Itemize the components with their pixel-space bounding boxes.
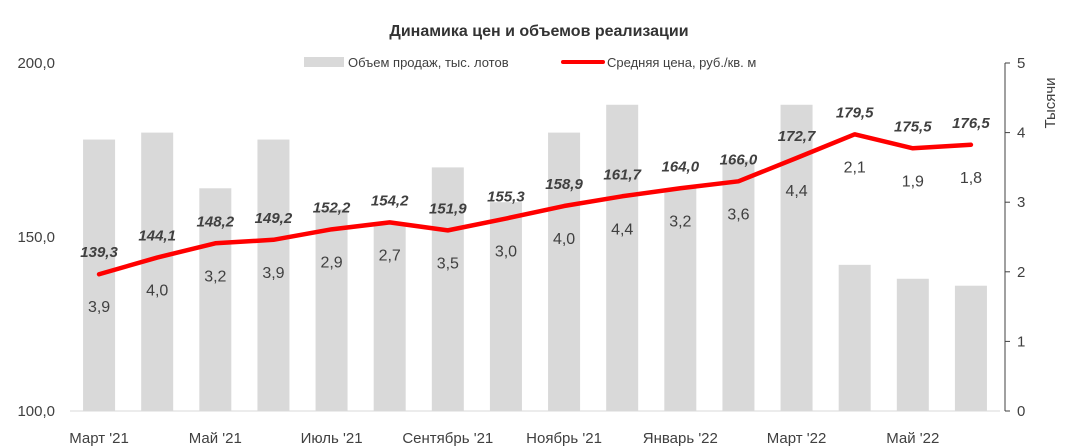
price-label: 154,2 — [371, 192, 409, 209]
price-label: 164,0 — [662, 158, 700, 175]
price-label: 166,0 — [720, 151, 758, 168]
x-tick-label: Март '22 — [767, 430, 827, 447]
x-axis-ticks: Март '21 Май '21 Июль '21 Сентябрь '21 Ноябр… — [69, 430, 939, 447]
volume-bar — [606, 104, 639, 411]
volume-bar — [489, 202, 522, 411]
price-label: 139,3 — [80, 244, 118, 261]
price-label: 144,1 — [138, 228, 176, 245]
price-label: 179,5 — [836, 104, 874, 121]
bar-labels-group: 3,9 4,0 3,2 3,9 2,9 2,7 3,5 3,0 4,0 4,4 3,2 3,6 4,4 2… — [88, 159, 982, 316]
volume-bar — [257, 139, 290, 411]
x-tick-label: Январь '22 — [643, 430, 718, 447]
x-tick-label: Июль '21 — [301, 430, 363, 447]
volume-bar — [548, 132, 581, 411]
volume-bar-label: 2,7 — [379, 247, 401, 264]
volume-bar-label: 3,0 — [495, 244, 517, 261]
volume-bar-label: 4,0 — [553, 231, 575, 248]
volume-bar — [664, 188, 697, 411]
volume-bar — [431, 167, 464, 411]
x-tick-label: Май '22 — [886, 430, 939, 447]
y-right-tick: 5 — [1017, 55, 1025, 72]
price-line-group — [96, 132, 974, 277]
price-labels-group: 139,3 144,1 148,2 149,2 152,2 154,2 151,9 155,3… — [80, 104, 990, 261]
volume-bar-label: 3,2 — [204, 268, 226, 285]
volume-bar — [141, 132, 174, 411]
price-label: 172,7 — [778, 128, 816, 145]
volume-bar-label: 3,2 — [669, 213, 691, 230]
volume-bar-label: 4,4 — [785, 183, 807, 200]
price-label: 148,2 — [197, 213, 235, 230]
y-right-axis-title: Тысячи — [1042, 77, 1059, 128]
volume-bar — [373, 223, 406, 411]
volume-bar-label: 3,9 — [262, 265, 284, 282]
volume-bar-label: 1,8 — [960, 170, 982, 187]
y-left-tick: 200,0 — [17, 55, 55, 72]
price-label: 149,2 — [255, 210, 293, 227]
price-label: 155,3 — [487, 189, 525, 206]
y-right-tick: 4 — [1017, 125, 1025, 142]
bars-group — [83, 104, 987, 411]
volume-bar-label: 4,0 — [146, 283, 168, 300]
price-label: 158,9 — [545, 176, 583, 193]
price-label: 161,7 — [603, 166, 641, 183]
price-line — [96, 132, 974, 277]
y-right-tick: 2 — [1017, 264, 1025, 281]
y-left-tick: 100,0 — [17, 403, 55, 420]
volume-bar — [722, 160, 755, 411]
legend: Объем продаж, тыс. лотов Средняя цена, р… — [304, 55, 756, 70]
price-label: 176,5 — [952, 115, 990, 132]
volume-bar — [199, 188, 232, 411]
price-label: 175,5 — [894, 118, 932, 135]
volume-bar-label: 2,1 — [844, 159, 866, 176]
price-label: 151,9 — [429, 200, 467, 217]
x-tick-label: Май '21 — [189, 430, 242, 447]
price-label: 152,2 — [313, 199, 351, 216]
y-right-tick: 1 — [1017, 333, 1025, 350]
y-left-tick: 150,0 — [17, 229, 55, 246]
x-tick-label: Сентябрь '21 — [402, 430, 493, 447]
volume-bar-label: 3,5 — [437, 255, 459, 272]
legend-bar-label: Объем продаж, тыс. лотов — [348, 55, 509, 70]
x-tick-label: Март '21 — [69, 430, 129, 447]
volume-bar-label: 1,9 — [902, 173, 924, 190]
volume-bar-label: 2,9 — [320, 254, 342, 271]
volume-bar-label: 3,6 — [727, 206, 749, 223]
volume-bar-label: 3,9 — [88, 299, 110, 316]
volume-bar — [896, 278, 929, 411]
chart-title: Динамика цен и объемов реализации — [389, 23, 688, 40]
y-right-axis: 0 1 2 3 4 5 — [1004, 55, 1025, 420]
volume-bar — [780, 104, 813, 411]
y-right-tick: 0 — [1017, 403, 1025, 420]
legend-line-label: Средняя цена, руб./кв. м — [607, 55, 756, 70]
volume-bar — [838, 264, 871, 411]
x-tick-label: Ноябрь '21 — [526, 430, 602, 447]
volume-bar-label: 4,4 — [611, 221, 633, 238]
legend-bar-swatch — [304, 57, 344, 67]
y-right-tick: 3 — [1017, 194, 1025, 211]
volume-bar — [315, 209, 348, 411]
volume-bar — [954, 285, 987, 411]
y-left-axis: 100,0 150,0 200,0 — [17, 55, 55, 420]
